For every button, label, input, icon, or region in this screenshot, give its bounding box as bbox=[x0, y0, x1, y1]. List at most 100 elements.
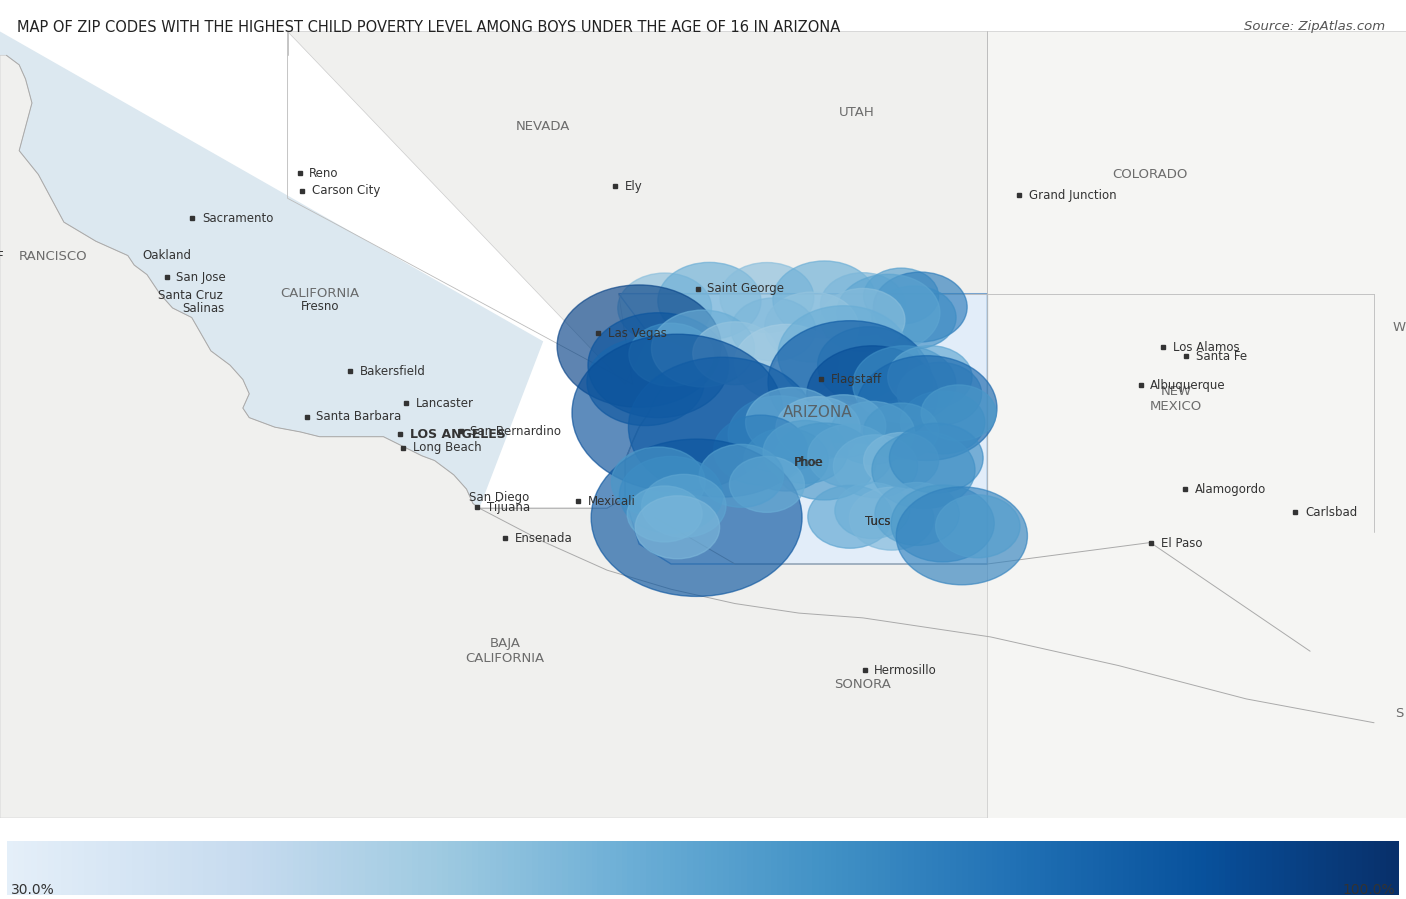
Circle shape bbox=[834, 435, 918, 498]
Text: CALIFORNIA: CALIFORNIA bbox=[280, 287, 359, 300]
Text: Reno: Reno bbox=[309, 166, 339, 180]
Text: Los Alamos: Los Alamos bbox=[1173, 341, 1239, 353]
Circle shape bbox=[627, 486, 702, 542]
Text: Santa Fe: Santa Fe bbox=[1195, 350, 1247, 362]
Circle shape bbox=[921, 385, 995, 441]
Circle shape bbox=[808, 424, 893, 487]
Circle shape bbox=[821, 272, 905, 335]
Circle shape bbox=[731, 298, 815, 360]
Text: San Bernardino: San Bernardino bbox=[471, 425, 561, 438]
Circle shape bbox=[856, 356, 997, 460]
Text: Phoe: Phoe bbox=[794, 457, 823, 469]
Text: Long Beach: Long Beach bbox=[413, 441, 481, 454]
Circle shape bbox=[896, 487, 1028, 585]
Circle shape bbox=[776, 396, 860, 459]
Text: Salinas: Salinas bbox=[183, 302, 225, 316]
Circle shape bbox=[745, 387, 839, 458]
Circle shape bbox=[765, 292, 859, 362]
Circle shape bbox=[720, 263, 814, 333]
Polygon shape bbox=[619, 294, 987, 564]
Circle shape bbox=[801, 395, 886, 458]
Circle shape bbox=[863, 403, 939, 459]
Circle shape bbox=[872, 432, 974, 509]
Circle shape bbox=[830, 402, 914, 465]
Circle shape bbox=[773, 423, 876, 500]
Text: S: S bbox=[1395, 707, 1403, 720]
Text: Ensenada: Ensenada bbox=[515, 531, 572, 545]
Circle shape bbox=[586, 338, 704, 425]
Text: 100.0%: 100.0% bbox=[1343, 883, 1395, 897]
Circle shape bbox=[891, 485, 994, 562]
Text: Lancaster: Lancaster bbox=[416, 396, 474, 410]
Circle shape bbox=[612, 447, 706, 517]
Circle shape bbox=[773, 261, 876, 338]
Text: W: W bbox=[1393, 321, 1406, 334]
Circle shape bbox=[821, 289, 905, 352]
Text: Fresno: Fresno bbox=[301, 299, 339, 313]
Circle shape bbox=[897, 362, 981, 425]
Circle shape bbox=[699, 444, 783, 507]
Circle shape bbox=[628, 324, 713, 387]
Polygon shape bbox=[0, 56, 987, 818]
Text: BAJA
CALIFORNIA: BAJA CALIFORNIA bbox=[465, 637, 544, 665]
Circle shape bbox=[778, 306, 910, 404]
Text: San Jose: San Jose bbox=[176, 271, 226, 284]
Text: Santa Barbara: Santa Barbara bbox=[316, 410, 402, 423]
Circle shape bbox=[853, 346, 956, 423]
Circle shape bbox=[651, 310, 755, 387]
Text: ARIZONA: ARIZONA bbox=[783, 405, 853, 421]
Text: Ely: Ely bbox=[624, 180, 643, 193]
Polygon shape bbox=[0, 31, 543, 818]
Text: NEVADA: NEVADA bbox=[516, 120, 571, 133]
Circle shape bbox=[744, 428, 828, 491]
Circle shape bbox=[808, 485, 893, 548]
Circle shape bbox=[617, 273, 711, 343]
Text: MAP OF ZIP CODES WITH THE HIGHEST CHILD POVERTY LEVEL AMONG BOYS UNDER THE AGE O: MAP OF ZIP CODES WITH THE HIGHEST CHILD … bbox=[17, 20, 841, 35]
Text: Santa Cruz: Santa Cruz bbox=[157, 289, 222, 301]
Circle shape bbox=[693, 322, 778, 385]
Circle shape bbox=[714, 415, 807, 485]
Circle shape bbox=[890, 423, 983, 494]
Text: El Paso: El Paso bbox=[1160, 537, 1202, 550]
Circle shape bbox=[768, 321, 932, 443]
Circle shape bbox=[734, 325, 838, 401]
Circle shape bbox=[641, 475, 725, 538]
Circle shape bbox=[591, 439, 801, 596]
Circle shape bbox=[557, 285, 721, 407]
Circle shape bbox=[900, 391, 984, 454]
Text: 30.0%: 30.0% bbox=[11, 883, 55, 897]
Text: F: F bbox=[0, 251, 3, 263]
Polygon shape bbox=[987, 31, 1406, 818]
Circle shape bbox=[818, 326, 921, 404]
Text: Carson City: Carson City bbox=[312, 184, 380, 197]
Text: Carlsbad: Carlsbad bbox=[1305, 505, 1357, 519]
Circle shape bbox=[887, 345, 972, 408]
Text: COLORADO: COLORADO bbox=[1112, 168, 1188, 181]
Circle shape bbox=[620, 457, 723, 533]
Text: Phoe: Phoe bbox=[794, 457, 824, 469]
Text: Sacramento: Sacramento bbox=[202, 212, 273, 225]
Circle shape bbox=[636, 496, 720, 559]
Circle shape bbox=[588, 313, 728, 418]
Text: Hermosillo: Hermosillo bbox=[875, 663, 936, 677]
Text: Alamogordo: Alamogordo bbox=[1195, 483, 1265, 495]
Circle shape bbox=[849, 487, 934, 550]
Text: San Diego: San Diego bbox=[470, 491, 529, 504]
Circle shape bbox=[730, 457, 804, 512]
Text: Albuquerque: Albuquerque bbox=[1150, 378, 1226, 392]
Text: Mexicali: Mexicali bbox=[588, 494, 636, 508]
Circle shape bbox=[873, 272, 967, 342]
Text: Saint George: Saint George bbox=[707, 282, 785, 296]
Text: RANCISCO: RANCISCO bbox=[20, 251, 87, 263]
Text: NEW
MEXICO: NEW MEXICO bbox=[1150, 385, 1202, 413]
Circle shape bbox=[935, 494, 1019, 557]
Text: Source: ZipAtlas.com: Source: ZipAtlas.com bbox=[1244, 20, 1385, 32]
Circle shape bbox=[875, 483, 959, 546]
Circle shape bbox=[872, 286, 956, 349]
Text: Grand Junction: Grand Junction bbox=[1029, 189, 1116, 202]
Text: Tucs: Tucs bbox=[865, 515, 890, 528]
Text: Flagstaff: Flagstaff bbox=[831, 373, 882, 386]
Text: Bakersfield: Bakersfield bbox=[360, 365, 426, 378]
Circle shape bbox=[763, 421, 848, 484]
Circle shape bbox=[628, 357, 815, 497]
